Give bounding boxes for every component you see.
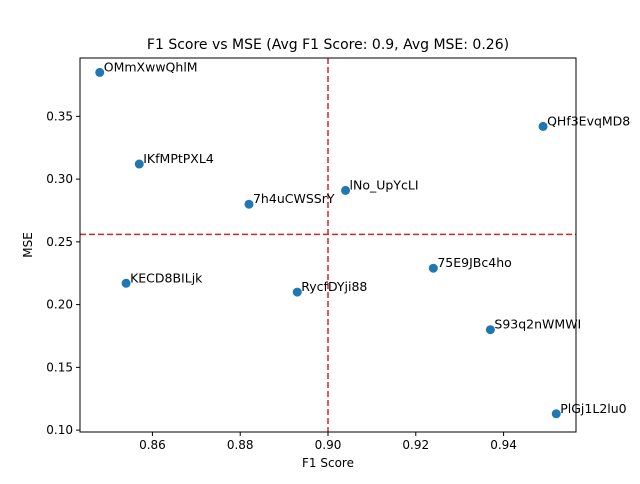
- data-point: [244, 199, 254, 209]
- point-label: PlGj1L2lu0: [560, 401, 626, 416]
- x-tick-label: 0.88: [227, 438, 254, 452]
- data-point: [551, 409, 561, 419]
- point-label: lNo_UpYcLI: [350, 177, 419, 192]
- point-label: QHf3EvqMD8: [547, 113, 630, 128]
- data-point: [134, 159, 144, 169]
- y-axis-label: MSE: [21, 232, 35, 258]
- data-point: [485, 325, 495, 335]
- x-axis-label: F1 Score: [302, 456, 354, 470]
- point-label: RycfDYji88: [301, 279, 367, 294]
- plot-frame: [79, 57, 577, 433]
- data-point: [428, 263, 438, 273]
- data-point: [95, 67, 105, 77]
- y-tick-label: 0.10: [46, 423, 73, 437]
- point-label: 7h4uCWSSrY: [253, 191, 335, 206]
- y-tick-label: 0.35: [46, 109, 73, 123]
- point-label: IKfMPtPXL4: [143, 151, 214, 166]
- x-tick-label: 0.86: [139, 438, 166, 452]
- data-point: [341, 185, 351, 195]
- data-point: [292, 287, 302, 297]
- x-tick-label: 0.90: [315, 438, 342, 452]
- plot-area: OMmXwwQhlM QHf3EvqMD8 IKfMPtPXL4 lNo_UpYcLI…: [46, 57, 630, 452]
- y-tick-label: 0.20: [46, 298, 73, 312]
- point-label: S93q2nWMWI: [494, 317, 581, 332]
- data-point: [538, 121, 548, 131]
- point-label: OMmXwwQhlM: [104, 59, 198, 74]
- y-tick-label: 0.25: [46, 235, 73, 249]
- y-tick-label: 0.15: [46, 360, 73, 374]
- point-label: 75E9JBc4ho: [437, 255, 511, 270]
- data-point: [121, 278, 131, 288]
- chart-title: F1 Score vs MSE (Avg F1 Score: 0.9, Avg …: [147, 37, 509, 53]
- point-label: KECD8BILjk: [130, 270, 203, 285]
- x-tick-label: 0.92: [402, 438, 429, 452]
- y-tick-label: 0.30: [46, 172, 73, 186]
- x-tick-label: 0.94: [490, 438, 517, 452]
